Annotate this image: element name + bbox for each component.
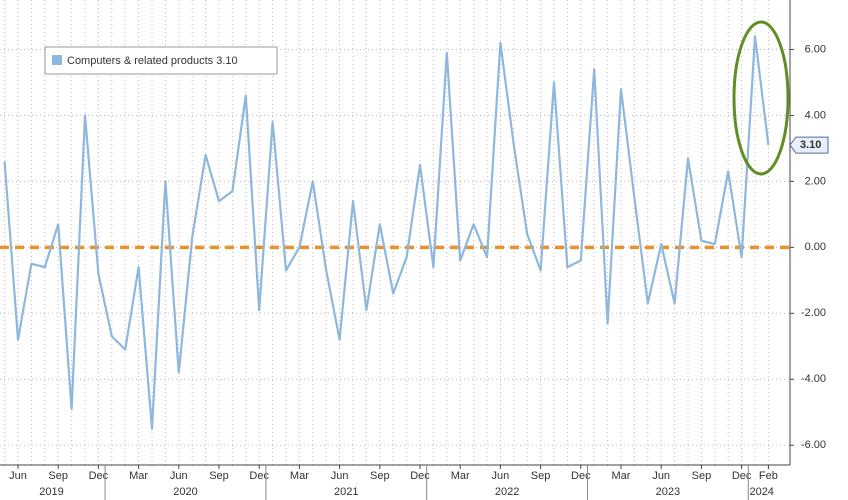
legend-label: Computers & related products 3.10	[67, 55, 238, 67]
x-tick-label: Sep	[48, 470, 68, 482]
y-tick-label: 2.00	[805, 175, 826, 187]
x-tick-label: Dec	[732, 470, 752, 482]
y-tick-label: 6.00	[805, 43, 826, 55]
y-tick-label: 0.00	[805, 241, 826, 253]
year-label: 2022	[495, 486, 519, 498]
x-tick-label: Mar	[129, 470, 148, 482]
legend-value: 3.10	[216, 55, 237, 67]
y-tick-label: -2.00	[801, 307, 826, 319]
last-value-label: 3.10	[800, 139, 821, 151]
x-tick-label: Sep	[370, 470, 390, 482]
x-tick-label: Dec	[89, 470, 109, 482]
series-line	[3, 35, 770, 430]
x-tick-label: Sep	[531, 470, 551, 482]
legend-name: Computers & related products	[67, 55, 214, 67]
year-label: 2023	[656, 486, 680, 498]
x-tick-label: Jun	[492, 470, 510, 482]
year-label: 2024	[749, 486, 773, 498]
x-tick-label: Sep	[692, 470, 712, 482]
x-tick-label: Jun	[652, 470, 670, 482]
year-label: 2021	[334, 486, 358, 498]
x-tick-label: Jun	[9, 470, 27, 482]
y-tick-label: -6.00	[801, 439, 826, 451]
x-tick-label: Jun	[170, 470, 188, 482]
x-tick-label: Jun	[331, 470, 349, 482]
y-tick-label: 4.00	[805, 109, 826, 121]
x-tick-label: Mar	[451, 470, 470, 482]
x-tick-label: Sep	[209, 470, 229, 482]
x-tick-label: Dec	[410, 470, 430, 482]
year-label: 2019	[39, 486, 63, 498]
x-tick-label: Dec	[571, 470, 591, 482]
highlight-ellipse	[732, 20, 790, 176]
x-tick-label: Mar	[612, 470, 631, 482]
x-tick-label: Dec	[249, 470, 269, 482]
x-tick-label: Feb	[759, 470, 778, 482]
legend-box	[44, 46, 278, 75]
y-tick-label: -4.00	[801, 373, 826, 385]
legend-swatch	[52, 55, 62, 65]
x-tick-label: Mar	[290, 470, 309, 482]
last-value-tag	[789, 136, 829, 154]
year-label: 2020	[173, 486, 197, 498]
